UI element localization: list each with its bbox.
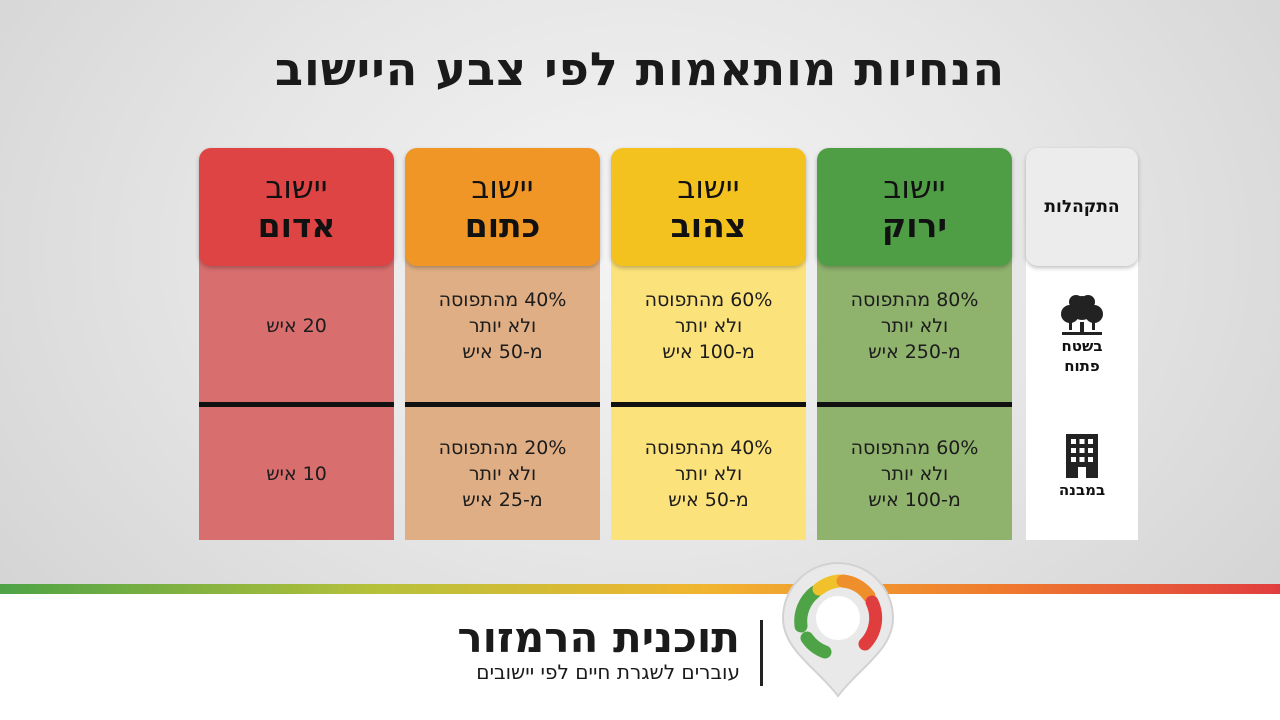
column-red: יישוב אדום 20 איש 10 איש [199,148,394,540]
footer-separator [760,620,763,686]
cell-text: 40% מהתפוסה ולא יותר מ-50 איש [644,437,773,511]
color-stripe [0,584,1280,594]
column-green: יישוב ירוק 80% מהתפוסה ולא יותר מ-250 אי… [817,148,1012,540]
row-divider [817,402,1012,407]
cell-text: 80% מהתפוסה ולא יותר מ-250 איש [850,288,979,363]
header-line1: יישוב [265,170,328,206]
column-body [817,248,1012,540]
trees-icon [1061,295,1103,335]
cell-open-area: 40% מהתפוסה ולא יותר מ-50 איש [405,248,600,403]
column-orange: יישוב כתום 40% מהתפוסה ולא יותר מ-50 איש… [405,148,600,540]
column-header-green: יישוב ירוק [817,148,1012,266]
building-text: במבנה [1058,481,1106,499]
cell-text: 40% מהתפוסה ולא יותר מ-50 איש [438,288,567,363]
header-line2: צהוב [670,206,747,245]
cell-text: 20 איש [266,314,327,337]
header-line2: ירוק [881,206,948,245]
cell-open-area: 20 איש [199,248,394,403]
cell-text: 20% מהתפוסה ולא יותר מ-25 איש [438,437,567,511]
brand-tagline: עוברים לשגרת חיים לפי יישובים [476,660,740,684]
open-area-text: בשטח פתוח [1061,337,1103,375]
header-line1: יישוב [677,170,740,206]
cell-building: 40% מהתפוסה ולא יותר מ-50 איש [611,408,806,540]
building-label: במבנה [1026,432,1138,500]
building-icon [1066,434,1098,478]
footer [0,594,1280,720]
cell-text: 10 איש [266,463,327,485]
cell-building: 20% מהתפוסה ולא יותר מ-25 איש [405,408,600,540]
cell-open-area: 80% מהתפוסה ולא יותר מ-250 איש [817,248,1012,403]
row-divider [199,402,394,407]
traffic-light-pin-logo [781,562,895,698]
gathering-label: התקהלות [1044,197,1120,217]
cell-text: 60% מהתפוסה ולא יותר מ-100 איש [850,437,979,511]
cell-text: 60% מהתפוסה ולא יותר מ-100 איש [644,288,773,363]
header-line2: כתום [464,206,541,245]
column-yellow: יישוב צהוב 60% מהתפוסה ולא יותר מ-100 אי… [611,148,806,540]
labels-header: התקהלות [1026,148,1138,266]
column-body [611,248,806,540]
header-line1: יישוב [471,170,534,206]
cell-building: 10 איש [199,408,394,540]
row-divider [405,402,600,407]
column-header-orange: יישוב כתום [405,148,600,266]
column-header-yellow: יישוב צהוב [611,148,806,266]
cell-building: 60% מהתפוסה ולא יותר מ-100 איש [817,408,1012,540]
header-line1: יישוב [883,170,946,206]
header-line2: אדום [257,206,336,245]
row-divider [611,402,806,407]
column-body [405,248,600,540]
page-title: הנחיות מותאמות לפי צבע היישוב [274,42,1006,96]
column-body [199,248,394,540]
column-header-red: יישוב אדום [199,148,394,266]
cell-open-area: 60% מהתפוסה ולא יותר מ-100 איש [611,248,806,403]
open-area-label: בשטח פתוח [1026,292,1138,376]
brand-title: תוכנית הרמזור [457,613,740,662]
